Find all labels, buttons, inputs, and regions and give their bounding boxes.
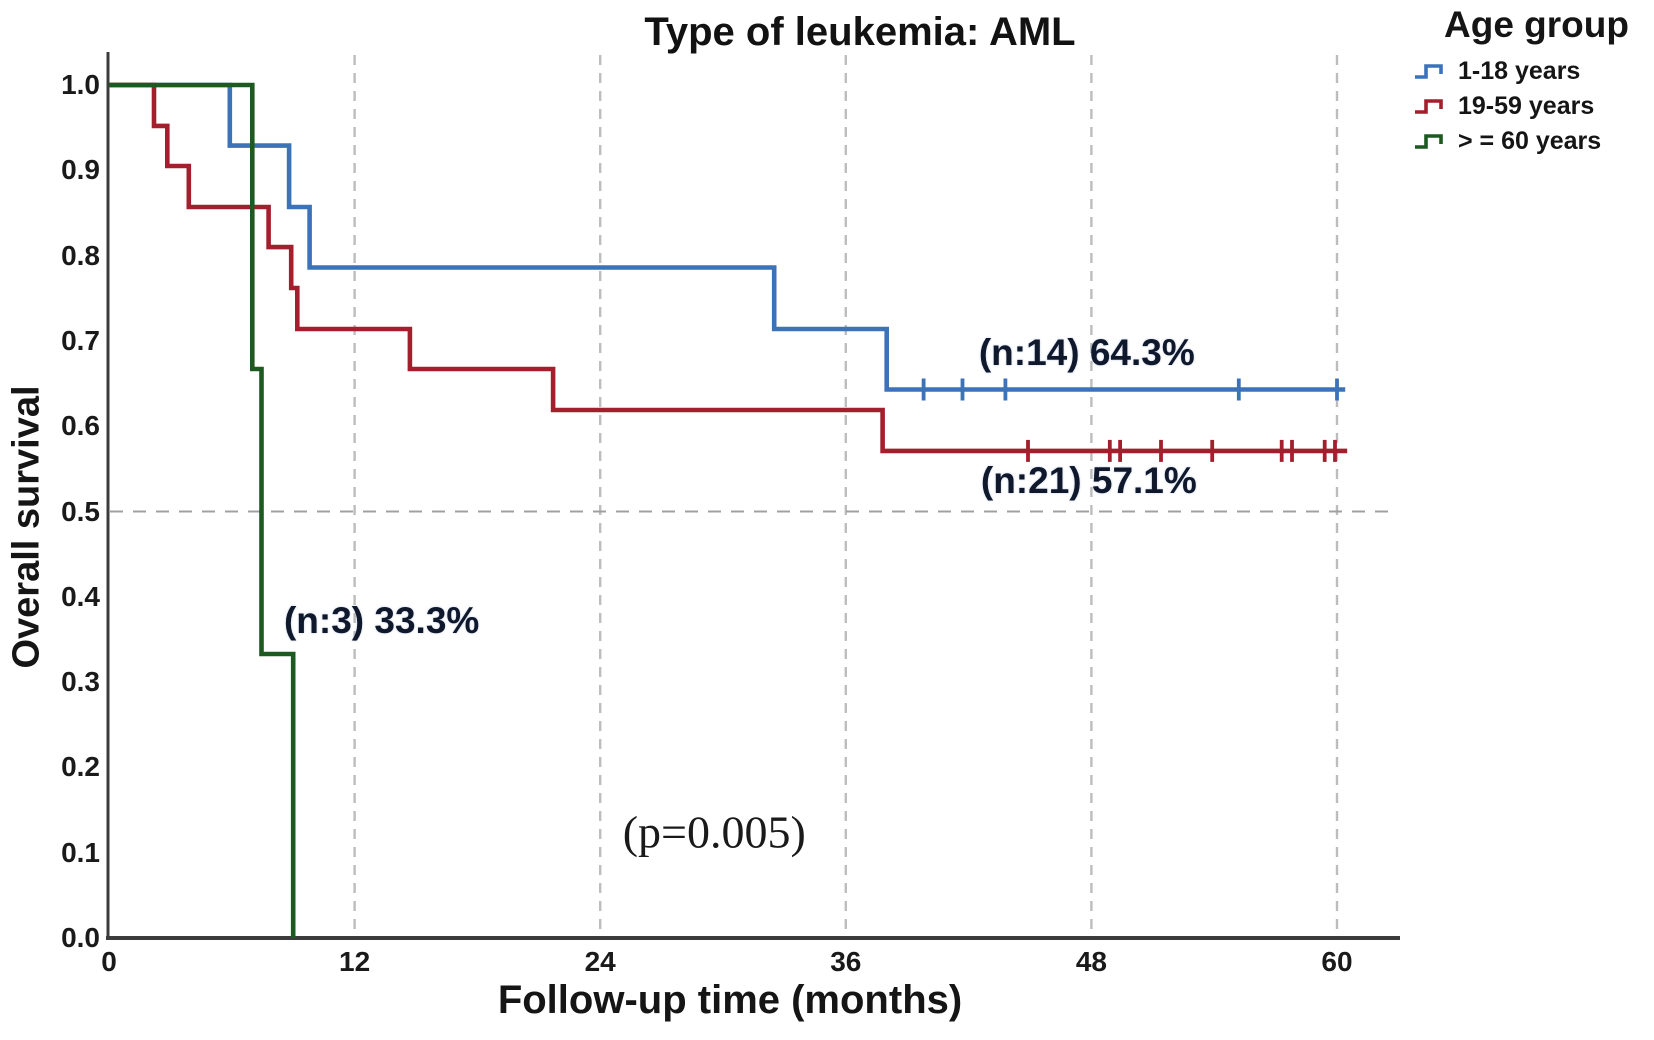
legend-item-label: > = 60 years [1458, 127, 1602, 155]
legend-item-60plus: > = 60 years [1410, 124, 1654, 159]
x-tick-0: 0 [101, 946, 117, 977]
y-tick-0.2: 0.2 [61, 751, 100, 783]
y-tick-0.5: 0.5 [61, 495, 100, 527]
legend-title: Age group [1444, 4, 1629, 45]
legend: Age group 1-18 years 19-59 years > = 60 … [1410, 4, 1654, 159]
x-tick-60: 60 [1321, 946, 1353, 977]
y-tick-0.8: 0.8 [61, 239, 100, 271]
step-line-icon [1415, 98, 1443, 114]
y-tick-0.6: 0.6 [61, 410, 100, 442]
group-annotation: (n:21) 57.1% [980, 459, 1197, 501]
x-tick-24: 24 [584, 946, 616, 977]
gridlines [106, 52, 1400, 940]
legend-item-19-59: 19-59 years [1410, 89, 1654, 124]
curve-60-years [109, 82, 296, 938]
y-tick-0.0: 0.0 [61, 922, 100, 953]
curve-1-18-years [109, 82, 1346, 392]
step-line-icon [1415, 63, 1443, 79]
x-tick-36: 36 [830, 946, 862, 977]
x-tick-48: 48 [1075, 946, 1107, 977]
step-line-icon [1415, 133, 1443, 149]
curve-19-59-years [109, 82, 1348, 454]
legend-item-1-18: 1-18 years [1410, 54, 1654, 89]
y-tick-0.1: 0.1 [61, 836, 100, 868]
legend-item-label: 19-59 years [1458, 92, 1595, 120]
y-tick-0.9: 0.9 [61, 154, 100, 186]
group-annotation: (n:3) 33.3% [283, 599, 480, 641]
p-value-annotation: (p=0.005) [622, 806, 806, 858]
group-annotation: (n:14) 64.3% [978, 331, 1195, 373]
y-tick-0.4: 0.4 [61, 580, 100, 612]
chart-title: Type of leukemia: AML [644, 10, 1076, 54]
x-axis-title: Follow-up time (months) [497, 978, 963, 1022]
survival-curves [109, 82, 1348, 938]
y-tick-0.3: 0.3 [61, 666, 100, 698]
y-tick-1.0: 1.0 [61, 69, 100, 100]
legend-item-label: 1-18 years [1458, 57, 1581, 85]
x-tick-12: 12 [339, 946, 371, 977]
y-tick-0.7: 0.7 [61, 324, 100, 356]
